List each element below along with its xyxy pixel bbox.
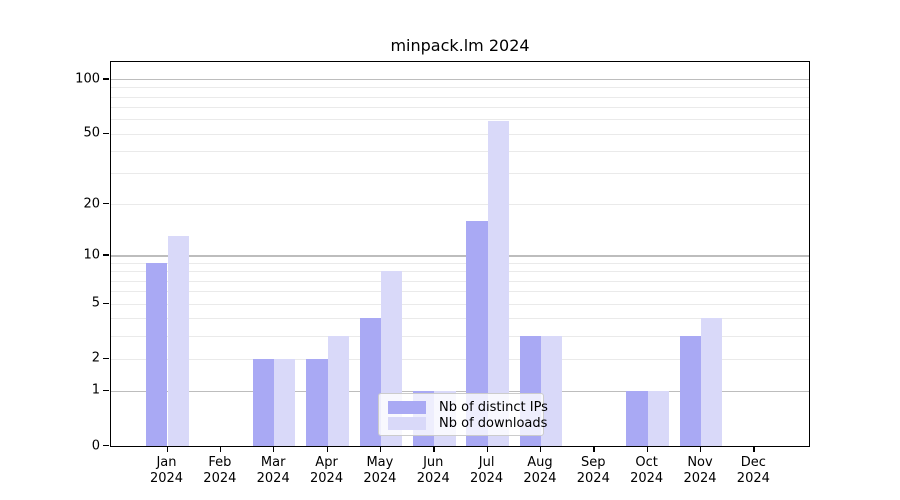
x-tick-mark <box>273 446 275 452</box>
gridline-minor <box>111 204 809 206</box>
x-tick-label-may: May 2024 <box>363 455 397 487</box>
x-tick-label-apr: Apr 2024 <box>310 455 344 487</box>
x-tick-label-oct: Oct 2024 <box>630 455 664 487</box>
legend-entry-downloads: Nb of downloads <box>388 415 547 431</box>
x-tick-label-dec: Dec 2024 <box>736 455 770 487</box>
x-tick-label-sep: Sep 2024 <box>576 455 610 487</box>
gridline-minor <box>111 119 809 121</box>
x-tick-label-feb: Feb 2024 <box>203 455 237 487</box>
legend-swatch-distinct-ips <box>388 400 426 414</box>
gridline-minor <box>111 107 809 109</box>
gridline-minor <box>111 303 809 305</box>
y-tick-label: 10 <box>83 247 100 263</box>
bar-downloads-jul <box>487 120 509 446</box>
bar-distinct-ips-apr <box>306 358 328 446</box>
gridline-minor <box>111 133 809 135</box>
bar-distinct-ips-oct <box>626 390 648 446</box>
y-tick-label: 1 <box>91 382 100 398</box>
gridline-minor <box>111 173 809 175</box>
legend: Nb of distinct IPs Nb of downloads <box>378 393 548 436</box>
gridline-major <box>111 79 809 81</box>
y-tick-mark <box>103 302 109 304</box>
x-tick-label-nov: Nov 2024 <box>683 455 717 487</box>
bar-distinct-ips-may <box>359 318 381 446</box>
gridline-minor <box>111 280 809 282</box>
chart-title: minpack.lm 2024 <box>390 36 530 55</box>
x-tick-mark <box>219 446 222 452</box>
bar-downloads-jan <box>167 236 189 446</box>
y-tick-label: 20 <box>83 196 100 212</box>
x-tick-label-jun: Jun 2024 <box>416 455 450 487</box>
y-tick-mark <box>103 357 109 359</box>
bar-distinct-ips-jan <box>146 263 168 446</box>
y-tick-mark <box>103 389 109 392</box>
y-tick-mark <box>103 445 109 447</box>
gridline-major <box>111 255 809 257</box>
legend-label-distinct-ips: Nb of distinct IPs <box>439 399 548 415</box>
x-tick-mark <box>379 446 382 452</box>
legend-swatch-downloads <box>388 416 426 430</box>
gridline-minor <box>111 335 809 337</box>
legend-label-downloads: Nb of downloads <box>439 415 548 431</box>
bar-downloads-nov <box>701 318 723 446</box>
bar-distinct-ips-jul <box>466 220 488 446</box>
x-tick-mark <box>753 446 755 452</box>
bar-downloads-apr <box>327 335 349 446</box>
gridline-minor <box>111 291 809 293</box>
y-tick-label: 2 <box>91 350 100 366</box>
bar-downloads-mar <box>274 358 296 446</box>
bar-distinct-ips-mar <box>252 358 275 446</box>
y-tick-mark <box>103 203 109 205</box>
y-tick-label: 5 <box>91 295 100 311</box>
gridline-minor <box>111 318 809 320</box>
gridline-minor <box>111 263 809 264</box>
bar-downloads-aug <box>540 335 563 446</box>
x-tick-mark <box>166 446 168 452</box>
x-tick-mark <box>539 446 542 452</box>
gridline-minor <box>111 150 809 152</box>
legend-entry-distinct-ips: Nb of distinct IPs <box>388 399 548 415</box>
x-tick-mark <box>486 446 488 452</box>
y-tick-label: 50 <box>83 125 100 141</box>
x-tick-mark <box>593 446 595 452</box>
bar-distinct-ips-nov <box>679 335 701 446</box>
y-tick-mark <box>103 254 109 256</box>
gridline-minor <box>111 358 809 360</box>
x-tick-label-mar: Mar 2024 <box>256 455 290 487</box>
x-tick-label-jan: Jan 2024 <box>149 455 184 487</box>
y-tick-label: 100 <box>75 71 100 87</box>
x-tick-mark <box>700 446 702 452</box>
y-tick-mark <box>103 78 109 80</box>
y-tick-mark <box>103 132 109 134</box>
gridline-minor <box>111 271 809 273</box>
x-tick-mark <box>326 446 328 452</box>
x-tick-label-aug: Aug 2024 <box>523 455 557 487</box>
y-tick-label: 0 <box>91 438 100 453</box>
gridline-major <box>111 390 809 393</box>
gridline-minor <box>111 96 809 98</box>
bar-downloads-oct <box>647 390 669 446</box>
gridline-minor <box>111 87 809 89</box>
x-tick-label-jul: Jul 2024 <box>470 455 504 487</box>
x-tick-mark <box>646 446 648 452</box>
plot-area <box>110 61 810 447</box>
x-tick-mark <box>433 446 435 452</box>
